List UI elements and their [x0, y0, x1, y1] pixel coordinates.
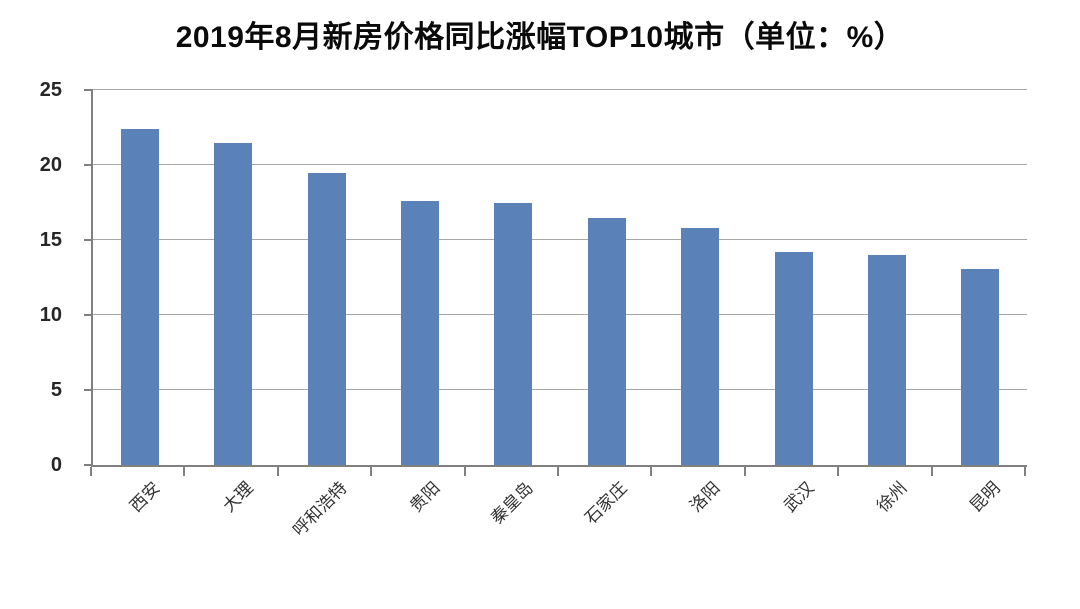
gridline [93, 239, 1027, 240]
x-axis-category-label: 西安 [125, 478, 164, 516]
bar-西安 [120, 129, 159, 465]
x-axis-category-label: 呼和浩特 [288, 478, 351, 540]
x-axis-tick [743, 467, 746, 476]
x-axis-category-label: 秦皇岛 [487, 478, 538, 528]
x-axis-tick [650, 467, 653, 476]
y-axis-tick [84, 239, 93, 241]
x-axis-category-label: 武汉 [779, 478, 818, 516]
x-axis-tick [370, 467, 373, 476]
x-axis-category-label: 石家庄 [580, 478, 631, 528]
y-axis-tick [84, 314, 93, 316]
gridline [93, 164, 1027, 165]
bar-武汉 [774, 252, 813, 465]
x-axis-tick [930, 467, 933, 476]
y-axis-tick [84, 89, 93, 91]
y-axis-tick-label: 15 [39, 229, 62, 251]
bar-呼和浩特 [307, 172, 346, 465]
y-axis-tick-label: 10 [39, 304, 62, 326]
y-axis-tick-label: 20 [39, 154, 62, 176]
bar-洛阳 [681, 228, 720, 465]
y-axis-tick-label: 25 [39, 79, 62, 101]
x-axis-tick [183, 467, 186, 476]
bar-徐州 [867, 255, 906, 465]
chart-title: 2019年8月新房价格同比涨幅TOP10城市（单位：%） [175, 21, 905, 54]
x-axis-category-label: 大理 [219, 478, 257, 516]
x-axis-tick [276, 467, 279, 476]
bar-秦皇岛 [494, 202, 533, 465]
y-axis-tick-label: 5 [50, 379, 62, 401]
y-axis-tick-label: 0 [50, 454, 62, 476]
gridline [93, 89, 1027, 90]
bar-昆明 [961, 268, 1000, 465]
bar-贵阳 [400, 201, 439, 465]
x-axis-category-label: 徐州 [873, 478, 911, 516]
bar-石家庄 [587, 217, 626, 465]
y-axis-tick [84, 464, 93, 466]
bar-大理 [214, 142, 253, 465]
gridline [93, 314, 1027, 315]
x-axis-category-label: 洛阳 [686, 478, 724, 516]
gridline [93, 389, 1027, 390]
x-axis-category-label: 贵阳 [406, 478, 444, 516]
x-axis-tick [837, 467, 840, 476]
x-axis-tick [90, 467, 92, 476]
x-axis-tick [1024, 467, 1026, 476]
x-axis-tick [557, 467, 559, 476]
plot-area [84, 89, 1027, 467]
x-axis-category-label: 昆明 [966, 478, 1005, 516]
y-axis-tick [84, 389, 93, 391]
y-axis-tick [84, 164, 93, 166]
x-axis-tick [463, 467, 466, 476]
